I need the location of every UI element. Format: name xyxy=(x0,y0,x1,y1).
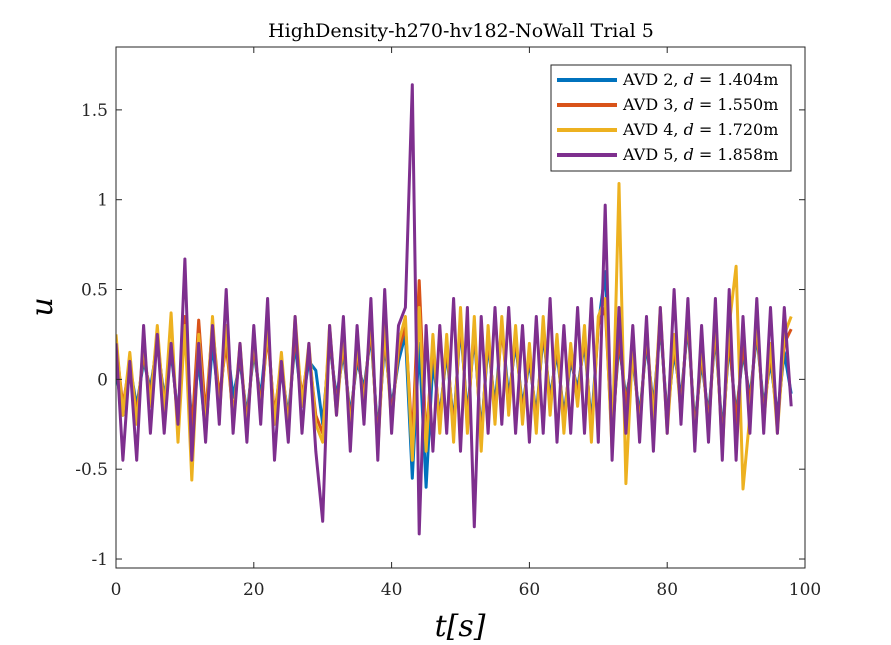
y-tick-label: -1 xyxy=(91,550,108,570)
y-tick-label: 1 xyxy=(97,191,108,211)
series-layer xyxy=(116,83,793,536)
y-tick-label: -0.5 xyxy=(75,460,108,480)
y-tick-label: 1.5 xyxy=(81,101,108,121)
y-axis-ticks: -1 -0.5 0 0.5 1 1.5 xyxy=(75,101,805,570)
x-axis-label: t[s] xyxy=(435,609,486,644)
y-tick-label: 0 xyxy=(97,370,108,390)
plot-frame xyxy=(115,46,806,569)
legend-entry-2: AVD 3, d = 1.550m xyxy=(622,95,778,114)
x-tick-label: 40 xyxy=(381,580,403,600)
x-axis-ticks: 0 20 40 60 80 100 xyxy=(111,47,821,600)
series-line-4 xyxy=(116,83,793,536)
y-tick-label: 0.5 xyxy=(81,281,108,301)
chart-title: HighDensity-h270-hv182-NoWall Trial 5 xyxy=(268,20,654,42)
y-axis-label: u xyxy=(25,297,60,316)
legend-entry-3: AVD 4, d = 1.720m xyxy=(622,120,778,139)
legend-entry-4: AVD 5, d = 1.858m xyxy=(622,145,778,164)
legend: AVD 2, d = 1.404m AVD 3, d = 1.550m AVD 4,… xyxy=(550,64,792,172)
x-tick-label: 100 xyxy=(789,580,821,600)
x-tick-label: 80 xyxy=(656,580,678,600)
legend-entry-1: AVD 2, d = 1.404m xyxy=(622,70,778,89)
x-tick-label: 0 xyxy=(111,580,122,600)
x-tick-label: 60 xyxy=(519,580,541,600)
x-tick-label: 20 xyxy=(243,580,265,600)
